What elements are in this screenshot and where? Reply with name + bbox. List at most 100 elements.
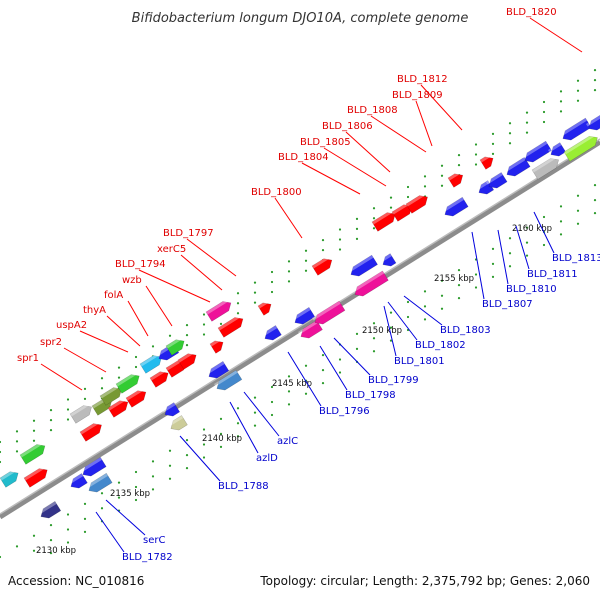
tick-label: 2130 kbp xyxy=(36,546,76,556)
leader-line xyxy=(333,337,371,376)
leader-line xyxy=(79,330,129,353)
gene-label-reverse: BLD_1811 xyxy=(527,269,578,280)
leader-line xyxy=(95,511,125,553)
leader-line xyxy=(186,238,237,277)
leader-line xyxy=(387,301,418,341)
leader-line xyxy=(370,115,427,153)
leader-line xyxy=(301,162,361,195)
gene-feature xyxy=(19,441,46,465)
gene-label-forward: BLD_1805 xyxy=(300,137,351,148)
gene-label-forward: BLD_1800 xyxy=(251,187,302,198)
leader-line xyxy=(471,231,485,300)
leader-line xyxy=(415,100,433,147)
gene-feature xyxy=(86,472,113,493)
gene-label-forward: BLD_1797 xyxy=(163,228,214,239)
gene-label-reverse: BLD_1782 xyxy=(122,552,173,563)
gene-feature xyxy=(563,132,598,162)
gene-label-reverse: BLD_1798 xyxy=(345,390,396,401)
leader-line xyxy=(533,211,555,254)
gene-feature xyxy=(522,140,552,163)
leader-line xyxy=(287,351,322,407)
gene-feature xyxy=(79,420,102,442)
gene-feature xyxy=(298,319,323,339)
gene-feature xyxy=(586,114,600,131)
gene-feature xyxy=(115,371,140,394)
gene-feature xyxy=(312,300,346,325)
gene-label-reverse: BLD_1810 xyxy=(506,284,557,295)
gene-feature xyxy=(23,465,48,488)
gene-feature xyxy=(479,153,494,170)
leader-line xyxy=(106,315,141,347)
gene-feature xyxy=(68,473,88,489)
leader-line xyxy=(229,401,259,454)
gene-label-forward: spr1 xyxy=(17,353,39,364)
gene-feature xyxy=(442,196,469,217)
gene-label-reverse: azlD xyxy=(256,453,278,464)
accession-text: Accession: NC_010816 xyxy=(8,574,144,588)
gene-feature xyxy=(38,501,62,519)
leader-line xyxy=(345,131,391,173)
gene-feature xyxy=(560,117,592,141)
gene-label-reverse: BLD_1803 xyxy=(440,325,491,336)
tick-label: 2140 kbp xyxy=(202,434,242,444)
map-title: Bifidobacterium longum DJO10A, complete … xyxy=(132,11,469,26)
leader-line xyxy=(274,197,303,239)
gene-label-reverse: BLD_1799 xyxy=(368,375,419,386)
gene-label-reverse: BLD_1813 xyxy=(552,253,600,264)
gene-feature xyxy=(107,397,129,418)
tick-label: 2135 kbp xyxy=(110,489,150,499)
gene-label-forward: uspA2 xyxy=(56,320,87,331)
gene-feature xyxy=(348,254,378,277)
tick-label: 2145 kbp xyxy=(272,379,312,389)
gene-label-reverse: BLD_1796 xyxy=(319,406,370,417)
gene-label-forward: thyA xyxy=(83,305,106,316)
tick-labels: 2130 kbp 2135 kbp 2140 kbp 2145 kbp 2150 kbp… xyxy=(36,224,552,556)
gene-label-reverse: azlC xyxy=(277,436,298,447)
gene-feature xyxy=(486,172,508,189)
gene-feature xyxy=(380,253,397,267)
leader-line xyxy=(127,300,149,337)
tick-label: 2155 kbp xyxy=(434,274,474,284)
leader-line xyxy=(179,435,221,482)
gene-label-forward: BLD_1806 xyxy=(322,121,373,132)
tick-label: 2150 kbp xyxy=(362,326,402,336)
gene-feature xyxy=(69,402,92,424)
gene-feature xyxy=(531,155,559,180)
gene-label-reverse: BLD_1802 xyxy=(415,340,466,351)
gene-label-forward: xerC5 xyxy=(157,244,186,255)
gene-label-forward: BLD_1794 xyxy=(115,259,166,270)
gene-label-forward: BLD_1820 xyxy=(506,7,557,18)
gene-labels: BLD_1820 BLD_1812 BLD_1809 BLD_1808 BLD_1806… xyxy=(17,7,600,563)
gene-feature xyxy=(0,468,19,488)
gene-feature xyxy=(165,336,185,356)
gene-feature xyxy=(177,350,197,370)
gene-label-forward: spr2 xyxy=(40,337,62,348)
leader-line xyxy=(529,17,583,53)
gene-feature xyxy=(168,415,188,431)
leader-line xyxy=(105,499,146,536)
gene-feature xyxy=(80,456,107,477)
leader-line xyxy=(63,347,107,373)
backbone-track xyxy=(0,138,600,520)
gene-label-reverse: BLD_1788 xyxy=(218,481,269,492)
gene-label-forward: folA xyxy=(104,290,123,301)
leader-line xyxy=(319,345,348,391)
gene-label-forward: BLD_1804 xyxy=(278,152,329,163)
gene-features xyxy=(0,114,600,519)
gene-feature xyxy=(311,255,333,276)
gene-label-forward: BLD_1808 xyxy=(347,105,398,116)
gene-label-reverse: BLD_1801 xyxy=(394,356,445,367)
gene-label-forward: BLD_1809 xyxy=(392,90,443,101)
gene-feature xyxy=(371,209,396,232)
gene-feature xyxy=(447,170,464,188)
leader-line xyxy=(323,147,387,187)
gene-label-reverse: serC xyxy=(143,535,165,546)
leader-line xyxy=(40,363,83,391)
gene-feature xyxy=(99,384,122,406)
gene-label-forward: wzb xyxy=(122,275,142,286)
gene-label-reverse: BLD_1807 xyxy=(482,299,533,310)
gene-feature xyxy=(405,192,428,214)
leader-line xyxy=(180,254,223,291)
gene-feature xyxy=(476,180,495,195)
